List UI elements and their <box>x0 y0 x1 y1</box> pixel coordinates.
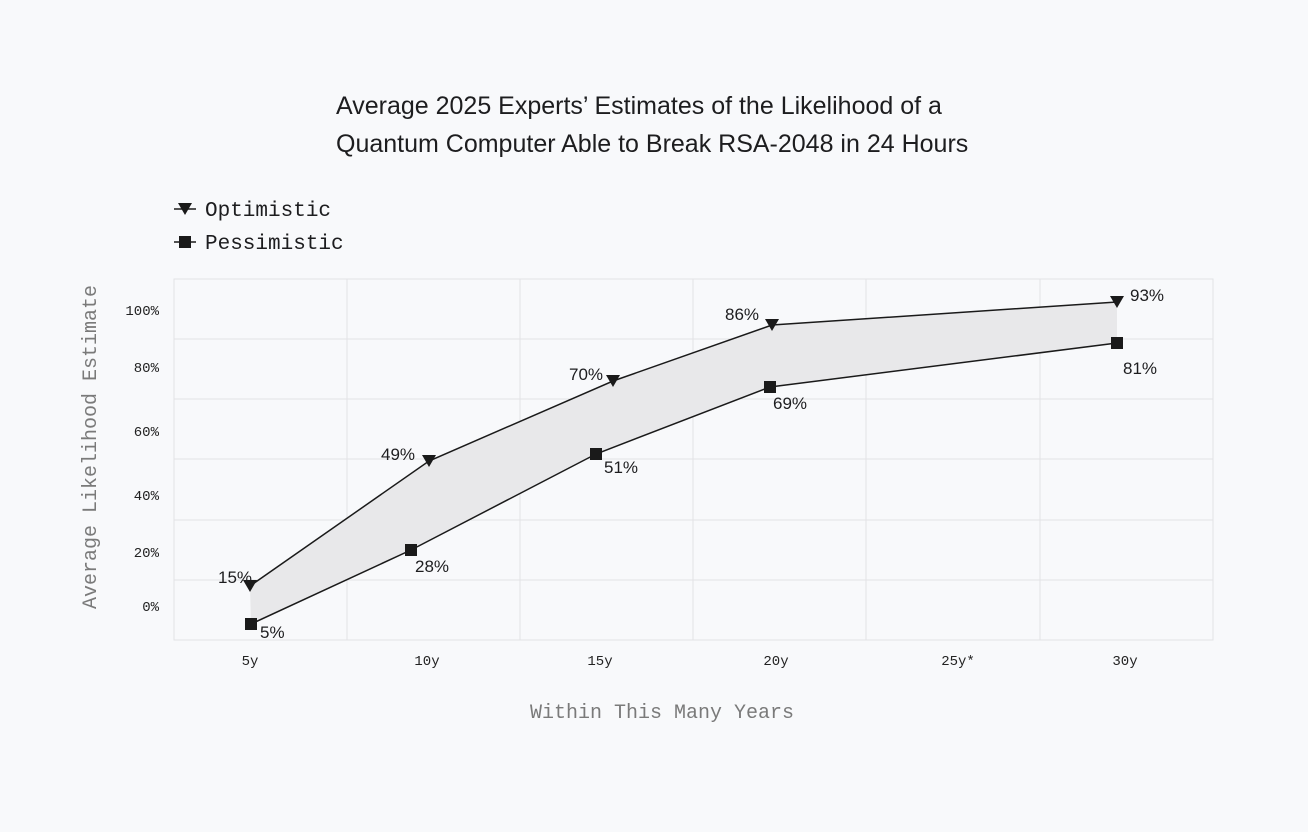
optimistic-data-label: 49% <box>381 445 415 464</box>
y-tick-label: 0% <box>142 600 159 616</box>
pessimistic-marker <box>1111 337 1123 349</box>
y-tick-label: 40% <box>134 489 160 505</box>
legend-label: Optimistic <box>205 200 331 223</box>
pessimistic-data-label: 28% <box>415 557 449 576</box>
x-tick-label: 20y <box>763 654 788 670</box>
legend-square-icon <box>179 236 191 248</box>
optimistic-data-label: 70% <box>569 365 603 384</box>
x-tick-label: 30y <box>1112 654 1137 670</box>
x-tick-label: 25y* <box>941 654 975 670</box>
optimistic-data-label: 93% <box>1130 286 1164 305</box>
pessimistic-data-label: 5% <box>260 623 285 642</box>
legend-item-optimistic: Optimistic <box>174 200 331 223</box>
pessimistic-data-label: 51% <box>604 458 638 477</box>
pessimistic-marker <box>764 381 776 393</box>
optimistic-marker <box>606 375 620 387</box>
pessimistic-marker <box>590 448 602 460</box>
chart-title-line-1: Average 2025 Experts’ Estimates of the L… <box>336 92 942 120</box>
optimistic-marker <box>1110 296 1124 308</box>
x-tick-label: 5y <box>242 654 259 670</box>
x-tick-label: 15y <box>587 654 612 670</box>
y-tick-label: 60% <box>134 425 160 441</box>
y-axis-label: Average Likelihood Estimate <box>80 285 103 609</box>
optimistic-marker <box>243 580 257 592</box>
axis-ticks: 5y 10y 15y 20y 25y* 30y 0% 20% 40% 60% 80% 100% <box>125 304 1137 670</box>
optimistic-marker <box>422 455 436 467</box>
y-tick-label: 80% <box>134 361 160 377</box>
optimistic-data-label: 86% <box>725 305 759 324</box>
legend-label: Pessimistic <box>205 233 344 256</box>
y-tick-label: 100% <box>125 304 159 320</box>
band-area <box>250 302 1117 624</box>
legend-triangle-icon <box>178 203 192 215</box>
optimistic-data-label: 15% <box>218 568 252 587</box>
chart-title-line-2: Quantum Computer Able to Break RSA-2048 … <box>336 130 968 158</box>
legend: Optimistic Pessimistic <box>174 200 344 256</box>
pessimistic-marker <box>405 544 417 556</box>
y-tick-label: 20% <box>134 546 160 562</box>
pessimistic-data-label: 69% <box>773 394 807 413</box>
series-markers <box>243 296 1124 630</box>
pessimistic-data-label: 81% <box>1123 359 1157 378</box>
chart-title: Average 2025 Experts’ Estimates of the L… <box>336 92 968 158</box>
likelihood-band <box>250 302 1117 624</box>
optimistic-marker <box>765 319 779 331</box>
x-axis-label: Within This Many Years <box>530 702 794 725</box>
data-labels: 15% 49% 70% 86% 93% 5% 28% 51% 69% 81% <box>218 286 1164 642</box>
legend-item-pessimistic: Pessimistic <box>174 233 344 256</box>
x-tick-label: 10y <box>414 654 439 670</box>
pessimistic-marker <box>245 618 257 630</box>
